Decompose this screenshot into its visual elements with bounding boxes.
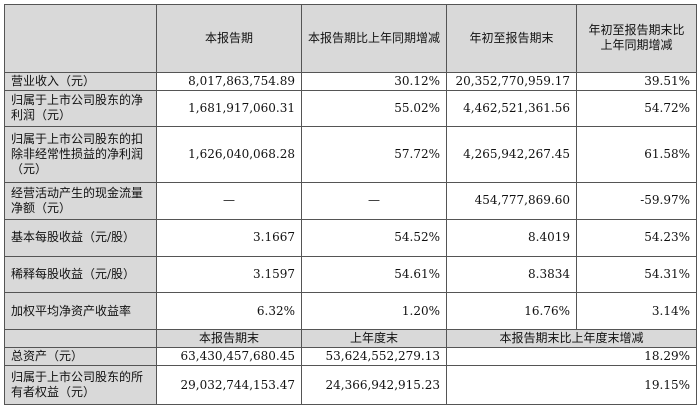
cell-value: 3.14%	[576, 292, 697, 331]
header-ytd-change: 年初至报告期末比上年同期增减	[576, 4, 697, 73]
cell-value: 18.29%	[446, 346, 697, 367]
header2-prior-year-end: 上年度末	[301, 329, 447, 348]
cell-value: 63,430,457,680.45	[156, 346, 302, 367]
cell-value: -59.97%	[576, 181, 697, 220]
row-total-assets: 总资产（元） 63,430,457,680.45 53,624,552,279.…	[4, 346, 697, 367]
cell-value: 55.02%	[301, 89, 447, 127]
header2-change: 本报告期末比上年度末增减	[446, 329, 697, 348]
financial-data-sheet: 本报告期 本报告期比上年同期增减 年初至报告期末 年初至报告期末比上年同期增减 …	[4, 4, 697, 405]
cell-value: 29,032,744,153.47	[156, 365, 302, 405]
row-label: 经营活动产生的现金流量净额（元）	[4, 181, 157, 220]
cell-value: 4,462,521,361.56	[446, 89, 577, 127]
cell-value: 1,681,917,060.31	[156, 89, 302, 127]
header-current-period: 本报告期	[156, 4, 302, 73]
cell-value: 8.3834	[446, 255, 577, 294]
row-label: 加权平均净资产收益率	[4, 292, 157, 331]
cell-value: 1,626,040,068.28	[156, 125, 302, 183]
cell-value: 6.32%	[156, 292, 302, 331]
cell-value: 8,017,863,754.89	[156, 71, 302, 91]
cell-value: 16.76%	[446, 292, 577, 331]
cell-value: 1.20%	[301, 292, 447, 331]
header-row: 本报告期 本报告期比上年同期增减 年初至报告期末 年初至报告期末比上年同期增减	[4, 4, 697, 73]
cell-value: 8.4019	[446, 218, 577, 257]
header-corner	[4, 4, 157, 73]
row-basic-eps: 基本每股收益（元/股） 3.1667 54.52% 8.4019 54.23%	[4, 218, 697, 257]
cell-value: 30.12%	[301, 71, 447, 91]
cell-value: 20,352,770,959.17	[446, 71, 577, 91]
row-net-profit-deducted: 归属于上市公司股东的扣除非经常性损益的净利润（元） 1,626,040,068.…	[4, 125, 697, 183]
row-operating-cash-flow: 经营活动产生的现金流量净额（元） — — 454,777,869.60 -59.…	[4, 181, 697, 220]
cell-value: 39.51%	[576, 71, 697, 91]
row-revenue: 营业收入（元） 8,017,863,754.89 30.12% 20,352,7…	[4, 71, 697, 91]
row-label: 稀释每股收益（元/股）	[4, 255, 157, 294]
cell-value: 54.72%	[576, 89, 697, 127]
row-label: 总资产（元）	[4, 346, 157, 367]
cell-value: 54.31%	[576, 255, 697, 294]
header-current-period-change: 本报告期比上年同期增减	[301, 4, 447, 73]
cell-value: —	[156, 181, 302, 220]
cell-value: 53,624,552,279.13	[301, 346, 447, 367]
cell-value: 3.1667	[156, 218, 302, 257]
header2-corner	[4, 329, 157, 348]
header2-row: 本报告期末 上年度末 本报告期末比上年度末增减	[4, 329, 697, 348]
row-shareholder-equity: 归属于上市公司股东的所有者权益（元） 29,032,744,153.47 24,…	[4, 365, 697, 405]
cell-value: 54.23%	[576, 218, 697, 257]
cell-value: 57.72%	[301, 125, 447, 183]
cell-value: 54.61%	[301, 255, 447, 294]
cell-value: —	[301, 181, 447, 220]
row-diluted-eps: 稀释每股收益（元/股） 3.1597 54.61% 8.3834 54.31%	[4, 255, 697, 294]
cell-value: 54.52%	[301, 218, 447, 257]
cell-value: 454,777,869.60	[446, 181, 577, 220]
cell-value: 24,366,942,915.23	[301, 365, 447, 405]
row-roe: 加权平均净资产收益率 6.32% 1.20% 16.76% 3.14%	[4, 292, 697, 331]
cell-value: 19.15%	[446, 365, 697, 405]
row-label: 归属于上市公司股东的扣除非经常性损益的净利润（元）	[4, 125, 157, 183]
row-net-profit: 归属于上市公司股东的净利润（元） 1,681,917,060.31 55.02%…	[4, 89, 697, 127]
row-label: 归属于上市公司股东的所有者权益（元）	[4, 365, 157, 405]
header2-period-end: 本报告期末	[156, 329, 302, 348]
cell-value: 4,265,942,267.45	[446, 125, 577, 183]
row-label: 营业收入（元）	[4, 71, 157, 91]
row-label: 基本每股收益（元/股）	[4, 218, 157, 257]
financial-table: 本报告期 本报告期比上年同期增减 年初至报告期末 年初至报告期末比上年同期增减 …	[4, 4, 697, 405]
header-ytd: 年初至报告期末	[446, 4, 577, 73]
cell-value: 61.58%	[576, 125, 697, 183]
row-label: 归属于上市公司股东的净利润（元）	[4, 89, 157, 127]
cell-value: 3.1597	[156, 255, 302, 294]
